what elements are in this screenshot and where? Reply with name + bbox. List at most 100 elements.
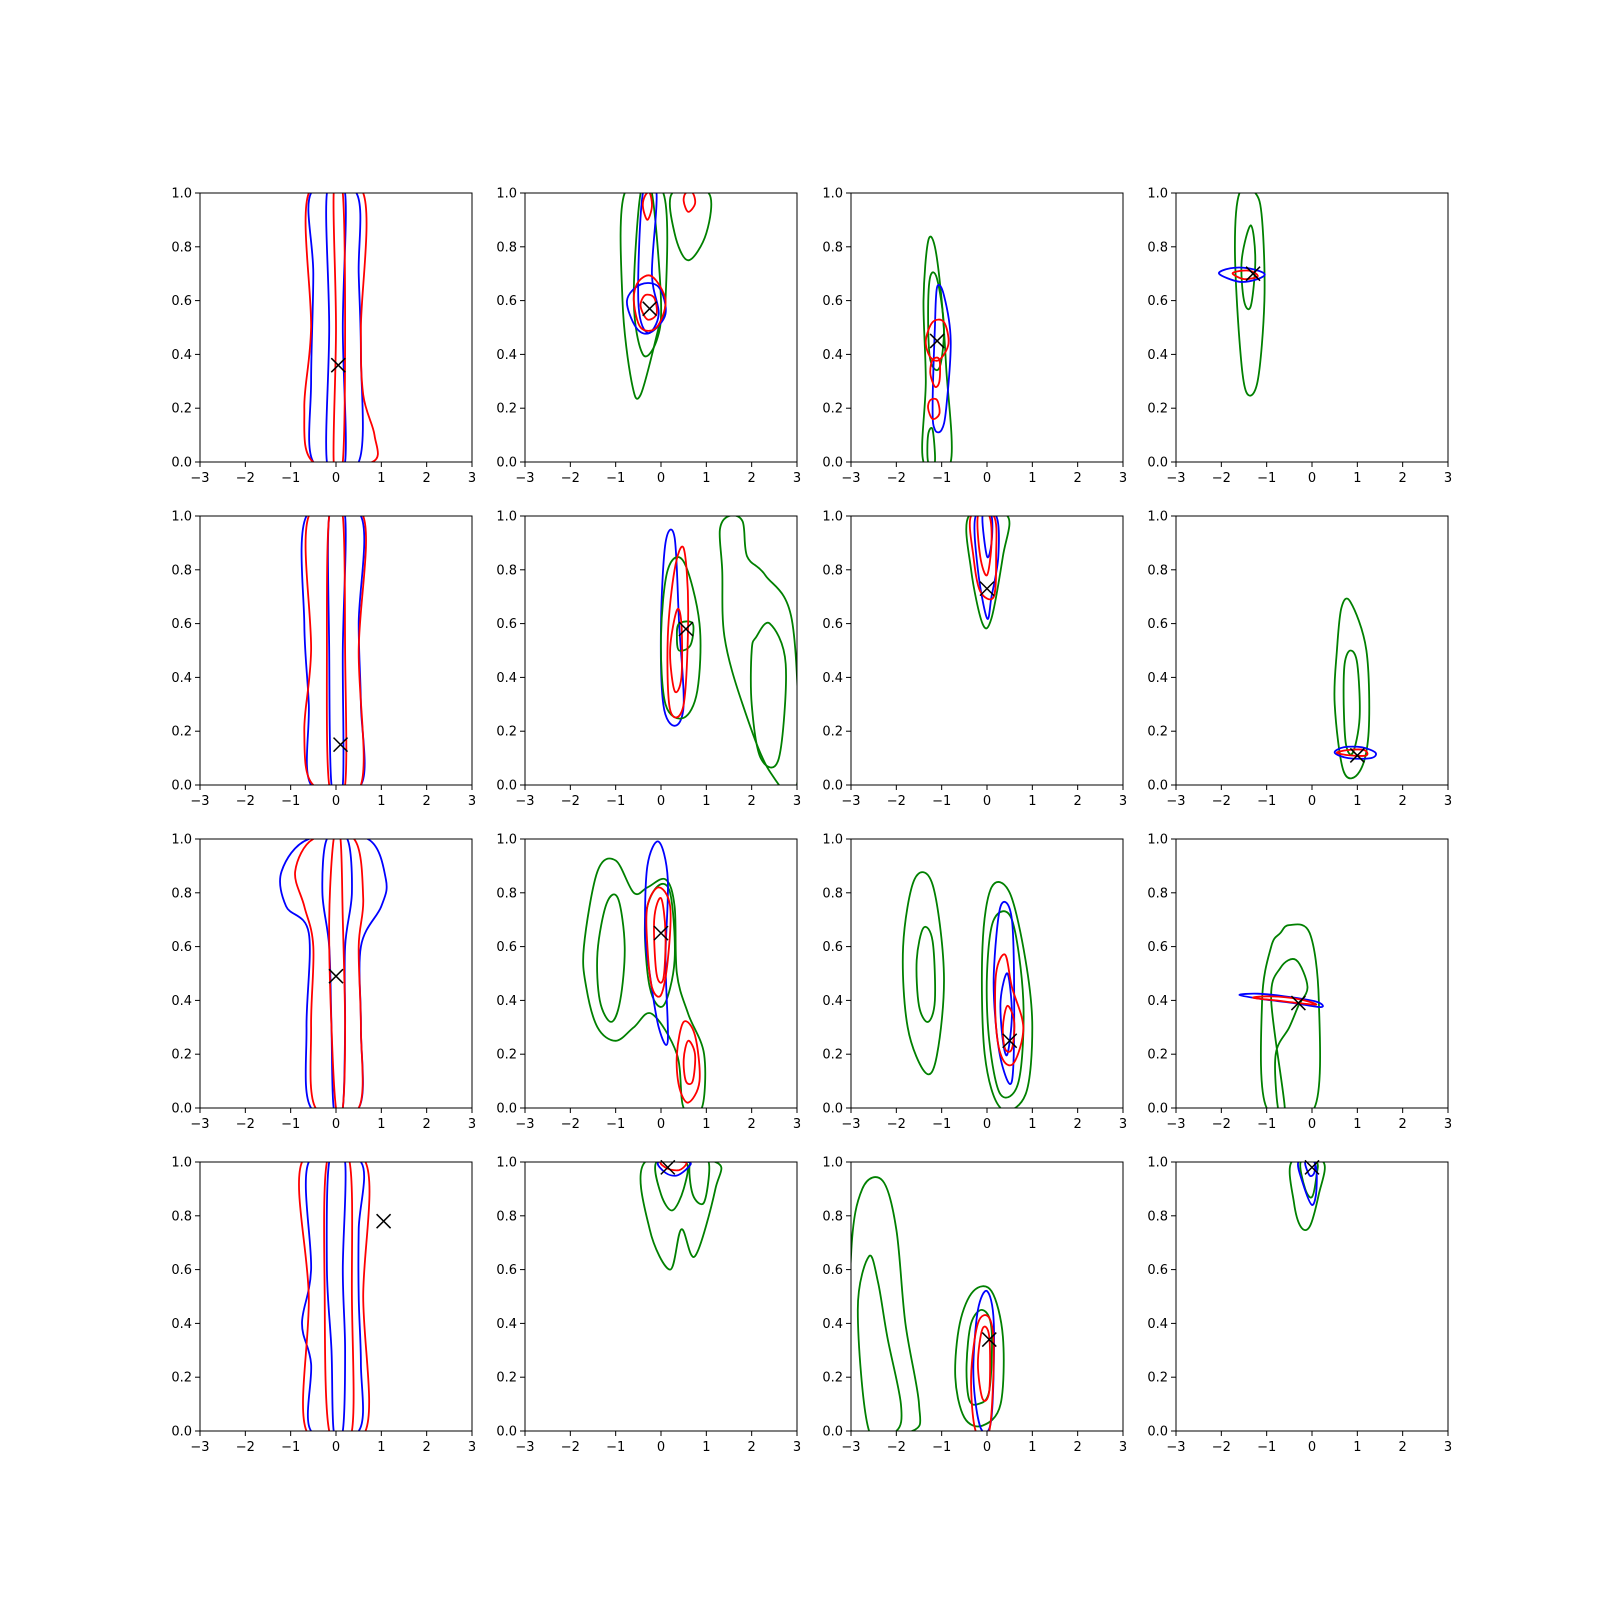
contour-red <box>645 886 672 998</box>
y-tick-label: 0.6 <box>822 940 843 955</box>
x-tick-label: −2 <box>1212 1440 1231 1455</box>
x-tick-label: −2 <box>1212 471 1231 486</box>
x-tick-label: −2 <box>887 471 906 486</box>
y-tick-label: 0.6 <box>496 940 517 955</box>
x-tick-label: 2 <box>748 794 756 809</box>
y-tick-label: 0.4 <box>822 671 843 686</box>
y-tick-label: 0.0 <box>496 779 517 794</box>
x-tick-label: −1 <box>932 1440 951 1455</box>
contour-green <box>1270 958 1309 1108</box>
y-tick-label: 0.8 <box>1147 886 1168 901</box>
contour-blue <box>327 516 347 785</box>
y-tick-label: 0.2 <box>822 1371 843 1386</box>
contour-green <box>980 881 1034 1108</box>
x-tick-label: 1 <box>702 794 710 809</box>
x-tick-label: 0 <box>332 1440 340 1455</box>
x-tick-label: −2 <box>1212 1117 1231 1132</box>
x-tick-label: 1 <box>702 1117 710 1132</box>
contour-red <box>976 516 993 577</box>
x-tick-label: −1 <box>281 794 300 809</box>
y-tick-label: 0.6 <box>171 940 192 955</box>
y-tick-label: 0.2 <box>171 1371 192 1386</box>
x-tick-label: 1 <box>702 1440 710 1455</box>
y-tick-label: 0.4 <box>171 994 192 1009</box>
y-tick-label: 0.4 <box>171 671 192 686</box>
contour-group <box>851 1176 1005 1431</box>
y-tick-label: 0.0 <box>496 456 517 471</box>
x-tick-label: 1 <box>377 1440 385 1455</box>
contour-red <box>632 274 667 332</box>
contour-green <box>965 516 1011 630</box>
y-tick-label: 0.6 <box>1147 940 1168 955</box>
subplot-2-4: −3 −2 −1 0 1 2 3 0.0 0.2 0.4 0.6 0.8 1.0 <box>1147 510 1452 810</box>
contour-blue <box>999 972 1013 1057</box>
y-tick-label: 0.2 <box>822 1048 843 1063</box>
y-tick-label: 1.0 <box>1147 833 1168 848</box>
contour-blue <box>1333 745 1377 760</box>
x-tick-label: −2 <box>236 1117 255 1132</box>
contour-green <box>1240 224 1257 311</box>
y-tick-label: 0.8 <box>496 1209 517 1224</box>
y-tick-label: 0.2 <box>496 1371 517 1386</box>
x-tick-label: −2 <box>236 1440 255 1455</box>
subplot-3-3: −3 −2 −1 0 1 2 3 0.0 0.2 0.4 0.6 0.8 1.0 <box>822 833 1127 1133</box>
y-tick-label: 0.0 <box>171 456 192 471</box>
marker-x <box>376 1213 392 1229</box>
x-tick-label: 2 <box>748 1117 756 1132</box>
y-tick-label: 0.4 <box>1147 348 1168 363</box>
y-tick-label: 0.0 <box>496 1425 517 1440</box>
contour-green <box>596 893 626 1023</box>
x-tick-label: −2 <box>236 794 255 809</box>
contour-red <box>977 1325 992 1402</box>
contour-green <box>965 1309 993 1406</box>
x-tick-label: −3 <box>1166 794 1185 809</box>
x-tick-label: 0 <box>983 471 991 486</box>
marker-x <box>979 581 995 597</box>
y-tick-label: 1.0 <box>1147 1156 1168 1171</box>
y-tick-label: 0.2 <box>1147 1048 1168 1063</box>
subplot-4-1: −3 −2 −1 0 1 2 3 0.0 0.2 0.4 0.6 0.8 1.0 <box>171 1156 476 1456</box>
contour-green <box>675 620 695 652</box>
x-tick-label: 3 <box>1444 471 1452 486</box>
y-tick-label: 1.0 <box>822 510 843 525</box>
contour-green <box>926 426 936 462</box>
contour-red <box>682 193 697 213</box>
contour-green <box>688 1162 711 1206</box>
contour-green <box>954 1285 1005 1428</box>
contour-red <box>1335 748 1369 757</box>
contour-green <box>927 271 945 372</box>
x-tick-label: −2 <box>1212 794 1231 809</box>
contour-blue <box>307 193 364 462</box>
x-tick-label: −3 <box>190 1117 209 1132</box>
y-tick-label: 1.0 <box>171 1156 192 1171</box>
y-tick-label: 0.0 <box>496 1102 517 1117</box>
contour-red <box>994 953 1025 1067</box>
contour-red <box>669 607 684 694</box>
x-tick-label: −1 <box>606 1117 625 1132</box>
x-tick-label: 1 <box>1353 1117 1361 1132</box>
y-tick-label: 0.6 <box>171 294 192 309</box>
x-tick-label: −3 <box>1166 1117 1185 1132</box>
contour-group <box>300 516 367 785</box>
y-tick-label: 0.0 <box>171 779 192 794</box>
x-tick-label: 0 <box>657 471 665 486</box>
contour-green <box>921 235 953 462</box>
marker-x <box>330 357 346 373</box>
x-tick-label: 0 <box>1308 471 1316 486</box>
y-tick-label: 0.0 <box>822 779 843 794</box>
x-tick-label: 3 <box>793 471 801 486</box>
y-tick-label: 0.6 <box>1147 1263 1168 1278</box>
contour-group <box>279 839 388 1108</box>
x-tick-label: 1 <box>1353 794 1361 809</box>
x-tick-label: 3 <box>468 471 476 486</box>
x-tick-label: −3 <box>841 1440 860 1455</box>
x-tick-label: 0 <box>1308 1117 1316 1132</box>
x-tick-label: 3 <box>1119 1440 1127 1455</box>
y-tick-label: 0.0 <box>171 1425 192 1440</box>
axes-frame <box>850 838 1124 1109</box>
contour-blue <box>1297 1162 1318 1206</box>
y-tick-label: 1.0 <box>171 833 192 848</box>
x-tick-label: 0 <box>332 471 340 486</box>
contour-green <box>1234 193 1266 397</box>
